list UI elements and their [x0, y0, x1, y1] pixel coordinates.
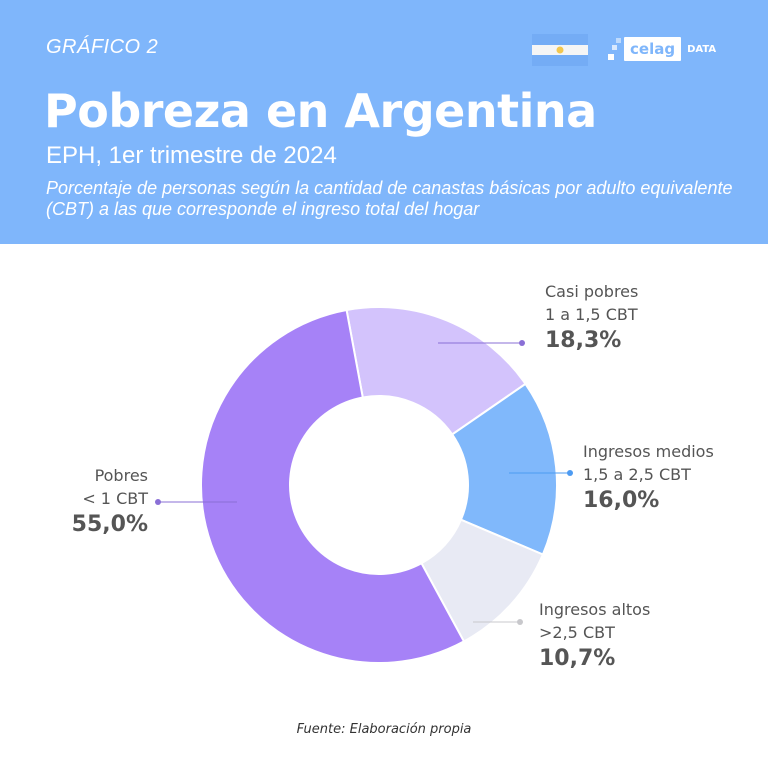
logo-suffix: DATA [687, 43, 717, 55]
leader-dot [567, 470, 573, 476]
celag-data-logo: celag DATA [608, 32, 716, 66]
description: Porcentaje de personas según la cantidad… [46, 178, 733, 219]
slice-name: Ingresos altos [539, 600, 651, 619]
slice-range: < 1 CBT [82, 489, 148, 508]
slice-name: Pobres [94, 466, 148, 485]
slice-value: 16,0% [583, 488, 660, 513]
label-ingresos-altos: Ingresos altos >2,5 CBT 10,7% [539, 598, 650, 674]
donut-slice-casi-pobres [345, 306, 527, 436]
donut-slice-ingresos-medios [450, 382, 558, 556]
argentina-flag-icon [532, 34, 588, 66]
chart-number: GRÁFICO 2 [46, 36, 159, 58]
donut-slice-pobres [200, 308, 466, 664]
label-pobres: Pobres < 1 CBT 55,0% [60, 464, 148, 540]
logo-brand: celag [624, 37, 682, 61]
slice-value: 18,3% [545, 328, 622, 353]
subtitle: EPH, 1er trimestre de 2024 [46, 142, 337, 169]
leader-dot [519, 340, 525, 346]
slice-value: 55,0% [71, 512, 148, 537]
slice-value: 10,7% [539, 646, 616, 671]
leader-dot [517, 619, 523, 625]
leader-dot [155, 499, 161, 505]
label-casi-pobres: Casi pobres 1 a 1,5 CBT 18,3% [545, 280, 638, 356]
slice-name: Casi pobres [545, 282, 639, 301]
label-ingresos-medios: Ingresos medios 1,5 a 2,5 CBT 16,0% [583, 440, 714, 516]
slice-range: 1,5 a 2,5 CBT [583, 465, 691, 484]
source-note: Fuente: Elaboración propia [296, 722, 472, 737]
header-banner: GRÁFICO 2 Pobreza en Argentina EPH, 1er … [0, 0, 768, 244]
donut-chart [155, 306, 573, 664]
slice-range: 1 a 1,5 CBT [545, 305, 638, 324]
slice-range: >2,5 CBT [539, 623, 615, 642]
logo-pixels-icon [608, 38, 621, 60]
slice-name: Ingresos medios [583, 442, 714, 461]
page-title: Pobreza en Argentina [44, 84, 597, 138]
